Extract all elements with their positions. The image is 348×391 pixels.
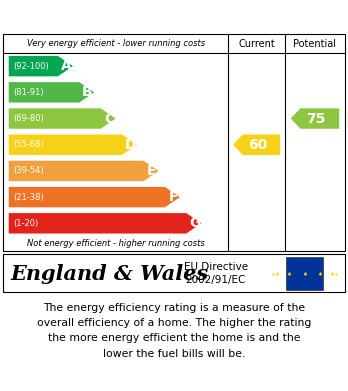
Text: (21-38): (21-38) bbox=[13, 193, 44, 202]
Bar bbox=[286, 258, 323, 289]
Text: C: C bbox=[104, 111, 114, 126]
Text: The energy efficiency rating is a measure of the
overall efficiency of a home. T: The energy efficiency rating is a measur… bbox=[37, 303, 311, 359]
Text: G: G bbox=[189, 216, 200, 230]
Polygon shape bbox=[291, 108, 339, 129]
Text: EU Directive
2002/91/EC: EU Directive 2002/91/EC bbox=[184, 262, 248, 285]
Text: (1-20): (1-20) bbox=[13, 219, 38, 228]
Text: A: A bbox=[61, 59, 72, 73]
Text: Potential: Potential bbox=[293, 39, 337, 48]
Text: Not energy efficient - higher running costs: Not energy efficient - higher running co… bbox=[27, 239, 205, 248]
Polygon shape bbox=[9, 161, 159, 181]
Polygon shape bbox=[9, 56, 73, 76]
Text: (81-91): (81-91) bbox=[13, 88, 44, 97]
Polygon shape bbox=[9, 135, 137, 155]
Text: Energy Efficiency Rating: Energy Efficiency Rating bbox=[10, 7, 251, 25]
Text: E: E bbox=[147, 164, 157, 178]
Polygon shape bbox=[9, 82, 94, 102]
Text: England & Wales: England & Wales bbox=[10, 264, 208, 283]
Text: (69-80): (69-80) bbox=[13, 114, 44, 123]
Polygon shape bbox=[9, 213, 201, 233]
Text: B: B bbox=[82, 85, 93, 99]
Polygon shape bbox=[233, 135, 280, 155]
Text: Very energy efficient - lower running costs: Very energy efficient - lower running co… bbox=[27, 39, 205, 48]
Polygon shape bbox=[9, 187, 180, 207]
Text: 75: 75 bbox=[306, 111, 326, 126]
Text: (55-68): (55-68) bbox=[13, 140, 44, 149]
Text: D: D bbox=[125, 138, 136, 152]
Text: (92-100): (92-100) bbox=[13, 62, 49, 71]
Text: 60: 60 bbox=[248, 138, 267, 152]
Text: (39-54): (39-54) bbox=[13, 167, 44, 176]
Text: F: F bbox=[168, 190, 178, 204]
Text: Current: Current bbox=[238, 39, 275, 48]
Polygon shape bbox=[9, 108, 116, 129]
